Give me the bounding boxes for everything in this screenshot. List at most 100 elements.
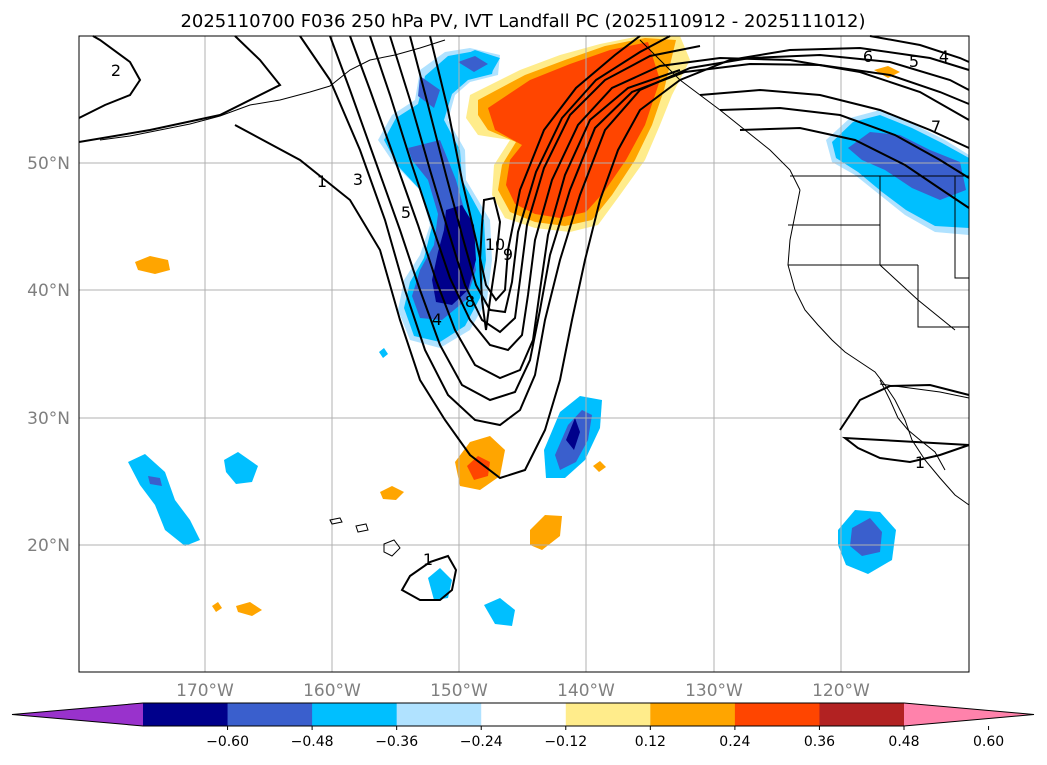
colorbar-tick-label: −0.12 <box>544 734 587 750</box>
lon-tick-label: 160°W <box>303 681 361 701</box>
colorbar-tick-label: −0.48 <box>291 734 334 750</box>
colorbar-segment <box>734 703 820 726</box>
contour-label: 1 <box>423 550 433 569</box>
contour-pnw-4 <box>869 35 970 63</box>
negative-region-north-core <box>458 56 488 72</box>
contour-7 <box>389 35 701 334</box>
contour-1-main <box>234 46 970 480</box>
colorbar-tick-label: 0.36 <box>804 734 835 750</box>
coastlines <box>99 39 970 557</box>
colorbar-extend-min <box>12 703 143 726</box>
colorbar-tick-label: 0.60 <box>973 734 1004 750</box>
positive-blob-small-2 <box>380 486 404 500</box>
colorbar-tick-label: −0.36 <box>375 734 418 750</box>
contour-label: 10 <box>485 235 505 254</box>
colorbar-tick-label: 0.48 <box>888 734 919 750</box>
contour-label: 5 <box>401 203 411 222</box>
contour-labels: 2 1 3 5 10 9 8 4 6 5 4 7 1 1 <box>111 47 949 569</box>
contour-label: 3 <box>353 170 363 189</box>
island-hawaii-3 <box>383 539 401 557</box>
lon-tick-label: 130°W <box>685 681 743 701</box>
colorbar-outline <box>11 702 1035 727</box>
contour-label: 9 <box>503 245 513 264</box>
contour-label: 1 <box>915 453 925 472</box>
contour-label: 6 <box>863 47 873 66</box>
lat-tick-label: 30°N <box>27 409 70 429</box>
positive-blob-small-1 <box>530 515 562 550</box>
negative-region-central-pacific-core <box>432 205 476 305</box>
colorbar-segment <box>143 703 229 726</box>
negative-blob-west-1-core <box>148 476 162 486</box>
map-frame <box>78 35 970 673</box>
positive-blob-small-5 <box>593 461 606 472</box>
contour-label: 8 <box>465 292 475 311</box>
lon-tick-label: 170°W <box>176 681 234 701</box>
colorbar-segment <box>312 703 398 726</box>
lon-tick-label: 120°W <box>812 681 870 701</box>
contour-label: 7 <box>931 117 941 136</box>
colorbar-segment <box>227 703 313 726</box>
contour-8 <box>409 35 671 314</box>
contour-hawaii-1 <box>400 554 458 601</box>
positive-blob-west <box>135 256 170 274</box>
contour-label: 2 <box>111 61 121 80</box>
positive-blob-subtropic-core <box>467 456 490 480</box>
contour-label: 4 <box>432 310 442 329</box>
border-interior <box>917 176 969 328</box>
contour-9 <box>429 35 641 302</box>
contour-label: 1 <box>317 172 327 191</box>
lat-tick-label: 20°N <box>27 536 70 556</box>
positive-blob-small-6 <box>874 66 900 78</box>
colorbar-segment <box>565 703 651 726</box>
contour-2 <box>78 35 142 119</box>
colorbar-segment <box>481 703 567 726</box>
lon-tick-labels: 170°W 160°W 150°W 140°W 130°W 120°W <box>176 681 870 701</box>
positive-blob-small-3 <box>236 602 262 616</box>
island-hawaii-2 <box>355 523 369 533</box>
colorbar-tick-label: −0.24 <box>460 734 503 750</box>
negative-blob-southwest-core <box>850 518 882 556</box>
contour-label: 4 <box>939 47 949 66</box>
coastline-alaska <box>99 39 446 141</box>
negative-blob-south-2 <box>484 598 515 626</box>
colorbar-segment <box>819 703 905 726</box>
contour-pnw-5 <box>699 88 970 149</box>
coastline-baja <box>879 379 946 471</box>
colorbar-tick-label: 0.12 <box>635 734 666 750</box>
contour-south-1 <box>839 383 970 464</box>
contour-3 <box>299 35 970 427</box>
contour-1-west <box>78 35 282 143</box>
negative-blob-tiny <box>379 348 388 358</box>
negative-blob-south-1 <box>428 568 452 600</box>
colorbar-extend-max <box>904 703 1034 726</box>
lon-tick-label: 140°W <box>557 681 615 701</box>
contour-10 <box>478 196 502 331</box>
negative-blob-west-2 <box>224 452 258 484</box>
colorbar-tick-label: 0.24 <box>719 734 750 750</box>
gridlines <box>79 36 969 672</box>
lat-tick-label: 40°N <box>27 281 70 301</box>
map-area: 2 1 3 5 10 9 8 4 6 5 4 7 1 1 <box>78 35 970 673</box>
contour-6 <box>369 35 970 352</box>
colorbar-segment <box>396 703 482 726</box>
lon-tick-label: 150°W <box>430 681 488 701</box>
contour-4 <box>349 35 681 380</box>
pv-contours <box>78 35 970 601</box>
island-hawaii-1 <box>329 517 343 525</box>
colorbar-ticks: −0.60 −0.48 −0.36 −0.24 −0.12 0.12 0.24 0.36 0.4… <box>206 726 1004 750</box>
colorbar <box>11 702 1035 727</box>
colorbar-tick-label: −0.60 <box>206 734 249 750</box>
negative-blob-subtropic-dark <box>566 418 580 450</box>
lat-tick-label: 50°N <box>27 154 70 174</box>
contour-5 <box>329 35 970 402</box>
map-title: 2025110700 F036 250 hPa PV, IVT Landfall… <box>180 11 865 32</box>
colorbar-segment <box>650 703 736 726</box>
negative-blob-west-1 <box>128 454 200 546</box>
contour-label: 5 <box>909 52 919 71</box>
border-ca-nv <box>879 176 956 331</box>
lat-tick-labels: 50°N 40°N 30°N 20°N <box>27 154 70 556</box>
contour-pnw-6 <box>719 106 970 179</box>
positive-blob-small-4 <box>212 602 222 612</box>
contour-pnw-7 <box>739 126 970 209</box>
